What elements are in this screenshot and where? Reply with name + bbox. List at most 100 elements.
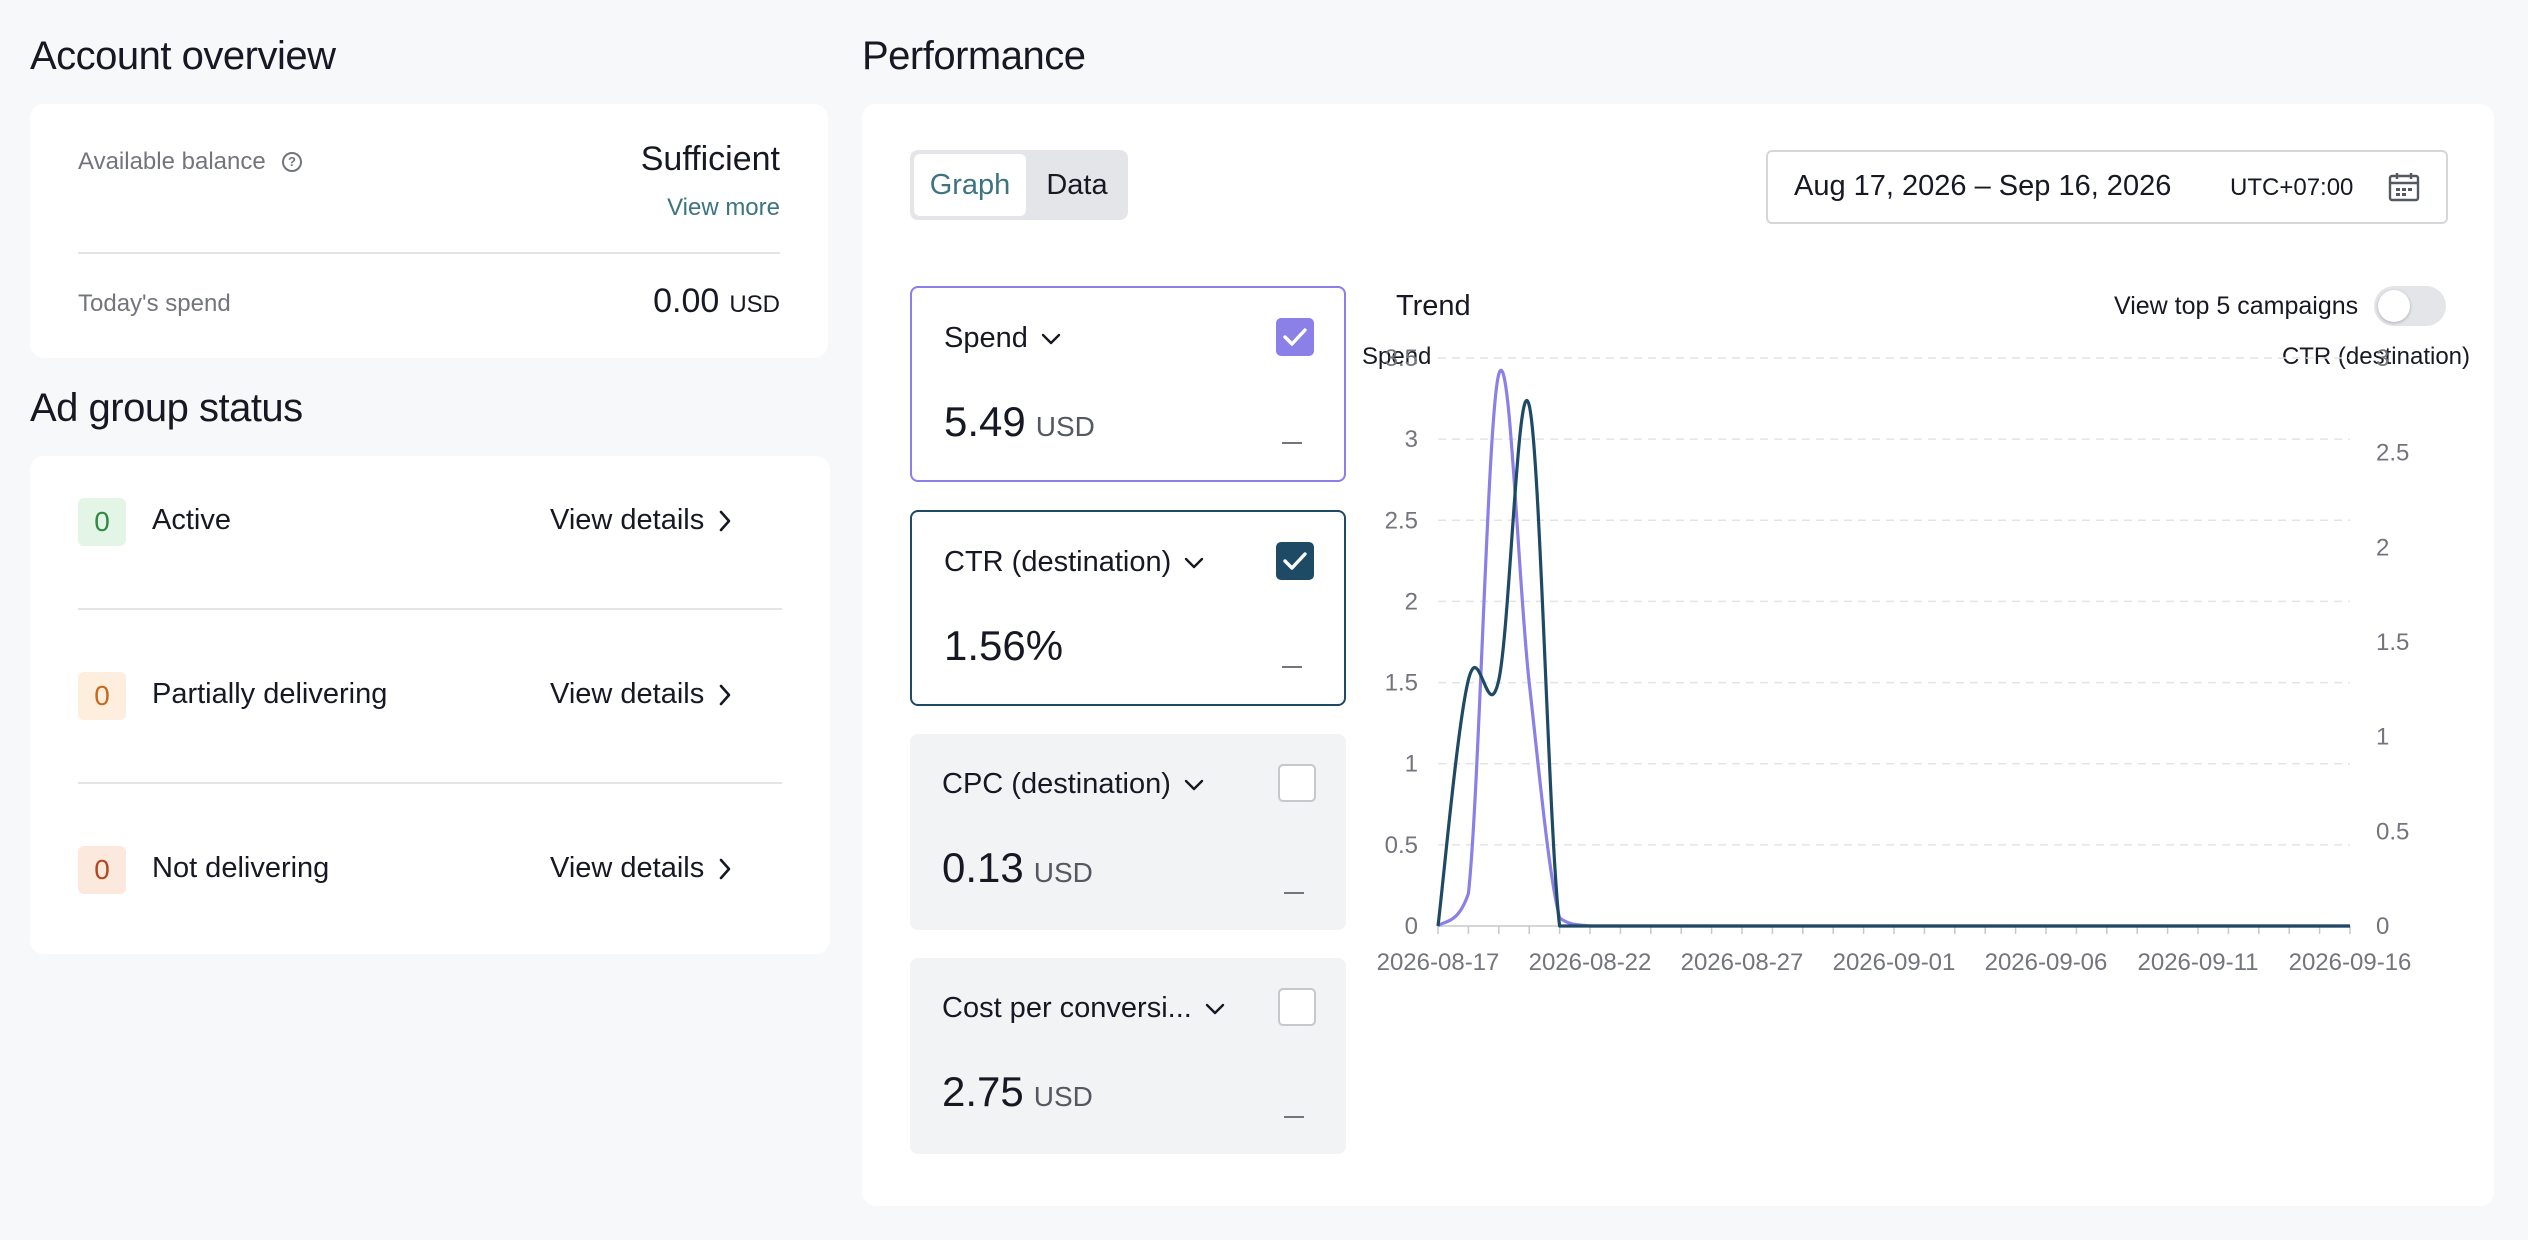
active-count-badge: 0 <box>78 498 126 546</box>
check-icon <box>1283 328 1307 346</box>
tab-data[interactable]: Data <box>1046 169 1108 201</box>
series-line-ctr-destination <box>1436 399 2350 928</box>
calendar-icon <box>2388 173 2420 202</box>
todays-spend-label: Today's spend <box>78 290 231 317</box>
metric-unit: USD <box>1035 411 1095 442</box>
x-tick-label: 2026-08-27 <box>1681 949 1804 976</box>
metric-name: CTR (destination) <box>944 546 1172 578</box>
metric-number: 5.49 <box>944 398 1026 445</box>
y-tick-left: 3.5 <box>1385 345 1418 372</box>
todays-spend-amount: 0.00 <box>653 282 720 320</box>
x-tick-label: 2026-09-16 <box>2289 949 2412 976</box>
chevron-down-icon <box>1205 1003 1225 1014</box>
metric-value: 5.49 USD <box>944 398 1095 446</box>
view-details-label: View details <box>550 678 705 710</box>
metric-checkbox-cpc[interactable] <box>1278 764 1316 802</box>
metric-number: 1.56% <box>944 622 1064 669</box>
metric-name: Spend <box>944 322 1028 354</box>
view-details-active-button[interactable]: View details <box>550 504 732 537</box>
metric-name: Cost per conversi... <box>942 992 1192 1024</box>
metric-value: 0.13 USD <box>942 844 1093 892</box>
top5-toggle[interactable] <box>2374 286 2446 326</box>
view-details-label: View details <box>550 504 705 536</box>
y-tick-left: 1.5 <box>1385 670 1418 697</box>
chevron-down-icon <box>1041 333 1061 344</box>
metric-title[interactable]: CPC (destination) <box>942 768 1205 801</box>
metric-number: 0.13 <box>942 844 1024 891</box>
metric-unit: USD <box>1033 857 1093 888</box>
y-tick-left: 3 <box>1405 426 1418 453</box>
y-axis-left-title: Spend <box>1362 344 1431 370</box>
y-tick-right: 2 <box>2376 534 2389 561</box>
help-icon[interactable]: ? <box>282 152 302 172</box>
not-delivering-count-badge: 0 <box>78 846 126 894</box>
y-tick-left: 0.5 <box>1385 832 1418 859</box>
x-tick-label: 2026-09-06 <box>1985 949 2108 976</box>
metric-checkbox-cost-per-conversion[interactable] <box>1278 988 1316 1026</box>
divider <box>78 252 780 254</box>
metric-number: 2.75 <box>942 1068 1024 1115</box>
y-tick-left: 1 <box>1405 751 1418 778</box>
available-balance-label: Available balance <box>78 148 266 175</box>
y-tick-right: 0 <box>2376 913 2389 940</box>
x-tick-label: 2026-08-17 <box>1377 949 1500 976</box>
metric-title[interactable]: Spend <box>944 322 1062 355</box>
account-overview-title: Account overview <box>30 34 336 78</box>
metric-card-cpc[interactable]: CPC (destination) 0.13 USD <box>910 734 1346 930</box>
y-tick-right: 1.5 <box>2376 629 2409 656</box>
divider <box>78 782 782 784</box>
y-tick-left: 0 <box>1405 913 1418 940</box>
y-tick-right: 2.5 <box>2376 440 2409 467</box>
x-tick-label: 2026-08-22 <box>1529 949 1652 976</box>
metric-compare-dash <box>1282 442 1302 444</box>
todays-spend-unit: USD <box>729 291 780 318</box>
toggle-knob <box>2378 290 2410 322</box>
metric-title[interactable]: Cost per conversi... <box>942 992 1226 1025</box>
not-delivering-label: Not delivering <box>152 852 330 884</box>
metric-compare-dash <box>1284 1116 1304 1118</box>
y-tick-right: 3 <box>2376 345 2389 372</box>
todays-spend-value: 0.00 USD <box>653 282 780 321</box>
top5-label: View top 5 campaigns <box>2114 292 2359 320</box>
series-line-spend <box>1436 369 2350 928</box>
chevron-right-icon <box>719 510 731 531</box>
x-tick-label: 2026-09-11 <box>2138 949 2259 976</box>
metric-value: 2.75 USD <box>942 1068 1093 1116</box>
partially-delivering-label: Partially delivering <box>152 678 388 710</box>
metric-card-ctr[interactable]: CTR (destination) 1.56% <box>910 510 1346 706</box>
trend-chart: Spend CTR (destination) 0 0.5 1 1.5 2 2.5 3 3.5 0 0… <box>1362 344 2470 976</box>
partially-delivering-count-badge: 0 <box>78 672 126 720</box>
chevron-down-icon <box>1184 779 1204 790</box>
date-range-text: Aug 17, 2026 – Sep 16, 2026 <box>1794 170 2172 202</box>
view-details-not-delivering-button[interactable]: View details <box>550 852 732 885</box>
metric-card-cost-per-conversion[interactable]: Cost per conversi... 2.75 USD <box>910 958 1346 1154</box>
metric-value: 1.56% <box>944 622 1063 670</box>
y-tick-right: 0.5 <box>2376 818 2409 845</box>
performance-title: Performance <box>862 34 1086 78</box>
metric-title[interactable]: CTR (destination) <box>944 546 1205 579</box>
metric-unit: USD <box>1033 1081 1093 1112</box>
account-overview-card: Available balance ? Sufficient View more… <box>30 104 828 358</box>
metric-checkbox-spend[interactable] <box>1276 318 1314 356</box>
chevron-right-icon <box>719 858 731 879</box>
ad-group-status-title: Ad group status <box>30 386 303 430</box>
metric-checkbox-ctr[interactable] <box>1276 542 1314 580</box>
metric-card-spend[interactable]: Spend 5.49 USD <box>910 286 1346 482</box>
tab-graph[interactable]: Graph <box>914 154 1026 216</box>
y-axis-right-title: CTR (destination) <box>2282 344 2470 370</box>
check-icon <box>1283 552 1307 570</box>
chevron-down-icon <box>1185 557 1204 568</box>
timezone-text: UTC+07:00 <box>2230 174 2354 201</box>
y-tick-left: 2.5 <box>1385 507 1418 534</box>
divider <box>78 608 782 610</box>
performance-card: Graph Data Aug 17, 2026 – Sep 16, 2026 U… <box>862 104 2494 1206</box>
x-tick-label: 2026-09-01 <box>1833 949 1956 976</box>
date-range-picker[interactable]: Aug 17, 2026 – Sep 16, 2026 UTC+07:00 <box>1766 150 2448 224</box>
chevron-right-icon <box>719 684 731 705</box>
view-details-partially-button[interactable]: View details <box>550 678 732 711</box>
balance-value: Sufficient <box>640 140 780 178</box>
metric-name: CPC (destination) <box>942 768 1171 800</box>
view-more-link[interactable]: View more <box>667 194 780 221</box>
trend-title: Trend <box>1396 290 1471 322</box>
y-tick-right: 1 <box>2376 724 2389 751</box>
